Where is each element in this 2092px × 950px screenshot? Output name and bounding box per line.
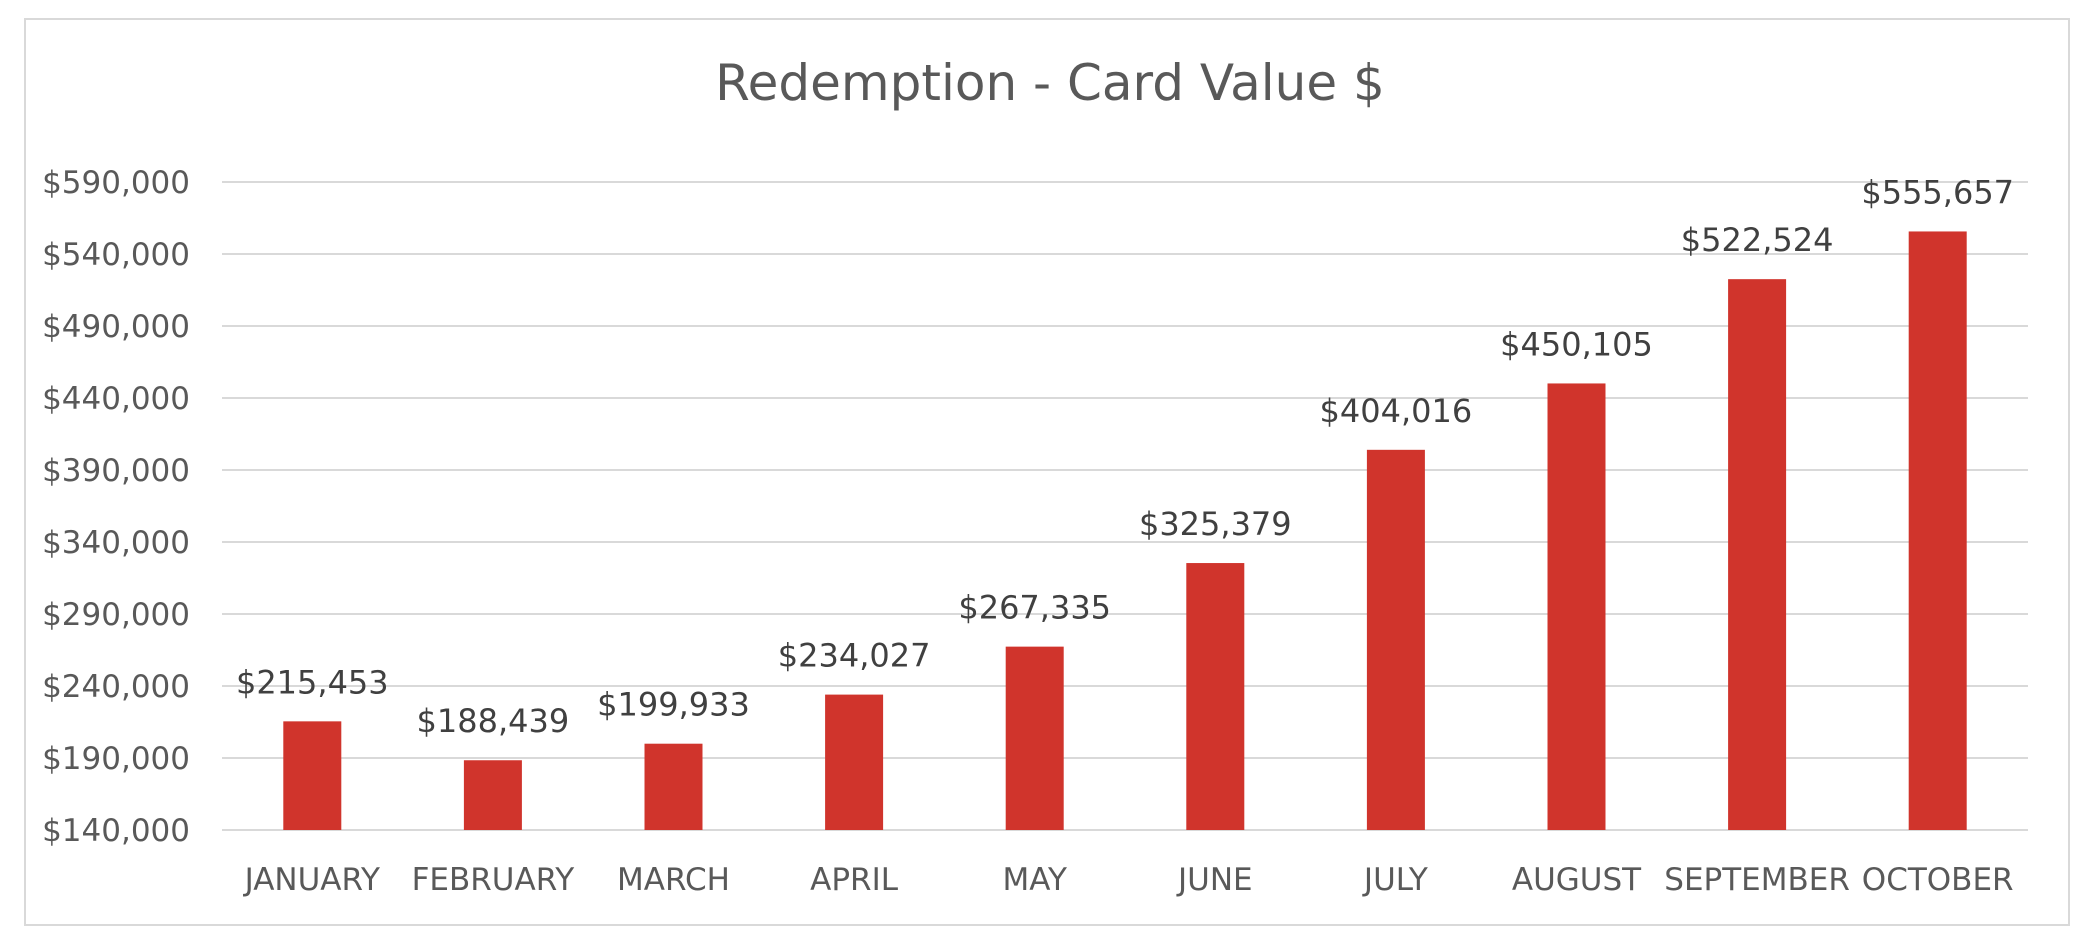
data-label: $188,439 [417,702,570,740]
x-tick-label: AUGUST [1512,862,1642,898]
y-axis-labels: $140,000 $190,000 $240,000 $290,000 $340,000… [42,165,190,849]
data-label: $522,524 [1681,221,1834,259]
x-tick-label: MAY [1002,862,1067,898]
bar [825,694,884,830]
y-tick-label: $540,000 [42,237,190,273]
y-tick-label: $340,000 [42,525,190,561]
y-tick-label: $240,000 [42,669,190,705]
data-label: $234,027 [778,637,931,675]
x-tick-label: FEBRUARY [412,862,575,898]
bar [1728,279,1787,831]
data-label: $267,335 [958,589,1111,627]
bar [644,743,703,830]
data-label: $450,105 [1500,325,1653,363]
gridlines [222,181,2028,831]
x-axis-labels: JANUARY FEBRUARY MARCH APRIL MAY JUNE JULY AUGU… [243,862,2014,898]
data-label: $199,933 [597,686,750,724]
x-tick-label: JULY [1362,862,1428,898]
x-tick-label: JUNE [1176,862,1253,898]
y-tick-label: $290,000 [42,597,190,633]
data-label: $555,657 [1861,173,2014,211]
bar [1366,449,1425,830]
y-tick-label: $490,000 [42,309,190,345]
x-tick-label: SEPTEMBER [1664,862,1850,898]
bar [1547,383,1606,830]
y-tick-label: $190,000 [42,741,190,777]
y-tick-label: $390,000 [42,453,190,489]
chart-title: Redemption - Card Value $ [715,54,1385,112]
x-tick-label: JANUARY [243,862,380,898]
bar [283,721,342,830]
data-label: $215,453 [236,663,389,701]
data-label: $404,016 [1320,392,1473,430]
bar [1908,231,1967,830]
bar [463,760,522,830]
x-tick-label: OCTOBER [1862,862,2014,898]
bar [1005,646,1064,830]
bars [283,231,1967,831]
data-labels: $215,453 $188,439 $199,933 $234,027 $267,335… [236,173,2014,740]
y-tick-label: $440,000 [42,381,190,417]
y-tick-label: $140,000 [42,813,190,849]
data-label: $325,379 [1139,505,1292,543]
x-tick-label: APRIL [810,862,899,898]
y-tick-label: $590,000 [42,165,190,201]
bar [1186,563,1245,830]
x-tick-label: MARCH [617,862,730,898]
